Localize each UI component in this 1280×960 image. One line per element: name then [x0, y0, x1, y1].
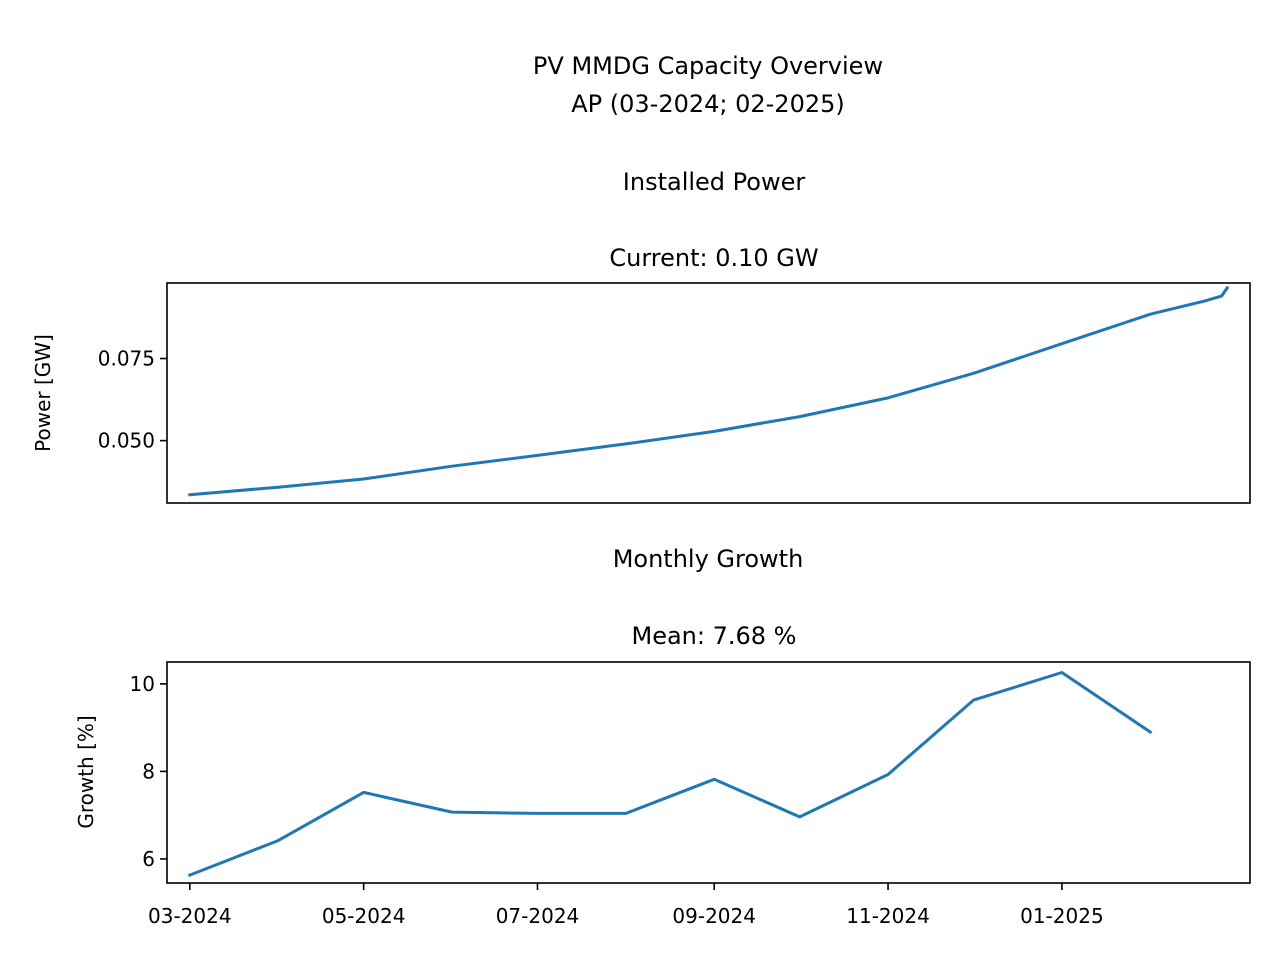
- growth-panel-subtitle: Mean: 7.68 %: [632, 622, 797, 650]
- power-panel: Installed Power Current: 0.10 GW Power […: [31, 168, 1251, 504]
- growth-y-tick-label: 6: [142, 847, 155, 871]
- growth-x-tick-label: 07-2024: [496, 904, 580, 928]
- growth-plot-frame: [166, 661, 1251, 884]
- power-y-ticks: 0.050 0.075: [98, 347, 167, 453]
- growth-series-line: [187, 671, 1153, 878]
- growth-panel-title: Monthly Growth: [613, 545, 804, 573]
- growth-x-tick-label: 09-2024: [672, 904, 756, 928]
- growth-y-tick-label: 8: [142, 759, 155, 783]
- growth-y-ticks: 6 8 10: [130, 672, 167, 871]
- power-y-tick-label: 0.050: [98, 429, 155, 453]
- growth-y-axis-label: Growth [%]: [74, 715, 98, 828]
- power-y-axis-label: Power [GW]: [31, 334, 55, 452]
- figure-title-line2: AP (03-2024; 02-2025): [571, 90, 845, 118]
- growth-x-tick-label: 03-2024: [148, 904, 232, 928]
- growth-y-tick-label: 10: [130, 672, 155, 696]
- power-series-line: [188, 285, 1230, 497]
- growth-x-ticks: 03-2024 05-2024 07-2024 09-2024 11-2024 01-20…: [148, 883, 1104, 928]
- growth-x-tick-label: 05-2024: [322, 904, 406, 928]
- figure-title-line1: PV MMDG Capacity Overview: [533, 52, 883, 80]
- growth-x-tick-label: 11-2024: [846, 904, 930, 928]
- growth-panel: Monthly Growth Mean: 7.68 % Growth [%] 6…: [74, 545, 1251, 928]
- growth-x-tick-label: 01-2025: [1020, 904, 1104, 928]
- power-panel-title: Installed Power: [623, 168, 806, 196]
- power-plot-frame: [166, 282, 1251, 504]
- power-panel-subtitle: Current: 0.10 GW: [609, 244, 818, 272]
- power-y-tick-label: 0.075: [98, 347, 155, 371]
